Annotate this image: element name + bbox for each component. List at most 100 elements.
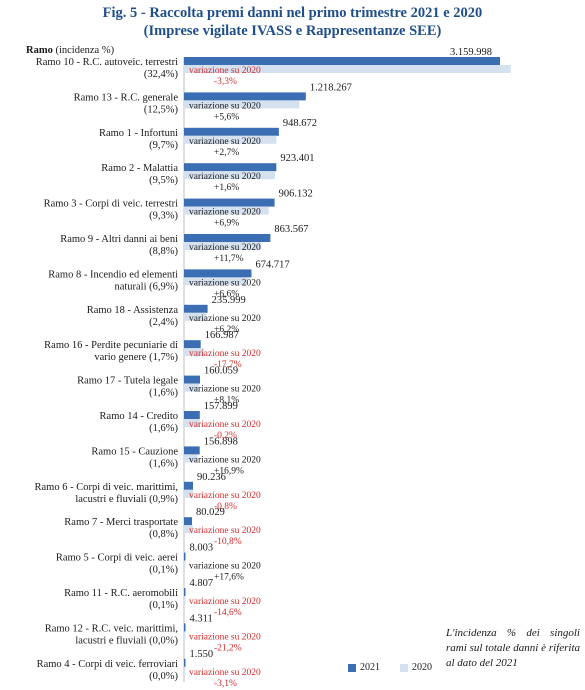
bar-2020 <box>184 666 186 675</box>
variation-label: variazione su 2020 <box>189 526 261 536</box>
bar-2021 <box>184 304 208 313</box>
category-label-line2: (32,4%) <box>144 69 179 80</box>
value-label: 1.550 <box>190 649 214 660</box>
bar-2021 <box>184 411 200 419</box>
category-label-line1: Ramo 12 - R.C. veic. marittimi, <box>45 623 178 634</box>
category-label-line1: Ramo 5 - Corpi di veic. aerei <box>56 553 178 564</box>
category-label-line2: (1,6%) <box>149 458 178 469</box>
category-label-line2: vario genere (1,7%) <box>94 352 178 363</box>
variation-value: +1,6% <box>214 183 239 193</box>
bar-2020 <box>184 100 300 109</box>
value-label: 235.999 <box>212 295 246 306</box>
value-label: 157.899 <box>204 401 238 412</box>
value-label: 863.567 <box>274 224 308 235</box>
variation-label: variazione su 2020 <box>189 562 261 572</box>
category-label-line1: Ramo 8 - Incendio ed elementi <box>48 269 178 280</box>
bar-2020 <box>184 383 199 392</box>
bar-2020 <box>184 454 198 463</box>
bar-2020 <box>184 242 262 250</box>
category-label-line2: (9,7%) <box>149 140 178 151</box>
bar-2021 <box>184 481 194 490</box>
bar-2021 <box>184 198 275 207</box>
variation-value: +6,2% <box>214 325 239 335</box>
bar-2021 <box>184 57 500 65</box>
category-label-line2: naturali (6,9%) <box>114 281 178 292</box>
category-label-line1: Ramo 6 - Corpi di veic. marittimi, <box>35 482 178 493</box>
value-label: 4.311 <box>190 613 213 624</box>
variation-label: variazione su 2020 <box>189 243 261 253</box>
variation-label: variazione su 2020 <box>189 137 261 147</box>
legend-item-2021: 2021 <box>348 662 380 673</box>
variation-label: variazione su 2020 <box>189 66 261 76</box>
variation-label: variazione su 2020 <box>189 278 261 288</box>
bar-2021 <box>184 163 277 172</box>
variation-value: -10,8% <box>214 537 242 547</box>
variation-value: +16,9% <box>214 466 244 476</box>
bar-2020 <box>184 560 186 569</box>
legend-swatch-2020 <box>400 663 408 672</box>
value-label: 923.401 <box>280 153 314 164</box>
chart-title: Fig. 5 - Raccolta premi danni nel primo … <box>102 5 483 21</box>
variation-value: -17,7% <box>214 360 242 370</box>
bar-2020 <box>184 348 205 357</box>
legend-item-2020: 2020 <box>400 662 432 673</box>
variation-value: +17,6% <box>214 573 244 583</box>
category-label-line1: Ramo 7 - Merci trasportate <box>64 517 178 528</box>
variation-value: -21,2% <box>214 643 242 653</box>
bar-2020 <box>184 489 194 498</box>
variation-value: -3,3% <box>214 77 237 87</box>
variation-value: -3,1% <box>214 679 237 689</box>
category-label-line2: (0,1%) <box>149 565 178 576</box>
bar-2021 <box>184 517 193 526</box>
value-label: 90.236 <box>197 472 226 483</box>
variation-value: +8,1% <box>214 396 239 406</box>
variation-label: variazione su 2020 <box>189 172 261 182</box>
variation-label: variazione su 2020 <box>189 597 261 607</box>
legend-label-2020: 2020 <box>412 662 432 673</box>
category-label-line1: Ramo 10 - R.C. autoveic. terrestri <box>36 57 178 68</box>
variation-value: +6,6% <box>214 289 239 299</box>
value-label: 80.029 <box>196 507 225 518</box>
category-label-line1: Ramo 14 - Credito <box>100 411 178 422</box>
category-label-line2: lacustri e fluviali (0,9%) <box>75 494 178 505</box>
legend-swatch-2021 <box>348 663 356 672</box>
bar-2021 <box>184 127 279 136</box>
variation-value: -0,8% <box>214 502 237 512</box>
variation-label: variazione su 2020 <box>189 668 261 678</box>
category-label-line1: Ramo 4 - Corpi di veic. ferroviari <box>37 659 178 670</box>
bar-2021 <box>184 234 271 242</box>
category-label-line1: Ramo 3 - Corpi di veic. terrestri <box>44 199 179 210</box>
variation-label: variazione su 2020 <box>189 455 261 465</box>
category-label-line2: (1,6%) <box>149 388 178 399</box>
bar-2020 <box>184 596 186 604</box>
variation-label: variazione su 2020 <box>189 385 261 395</box>
value-label: 674.717 <box>255 259 289 270</box>
category-label-line2: (2,4%) <box>149 317 178 328</box>
category-label-line2: (8,8%) <box>149 246 178 257</box>
variation-label: variazione su 2020 <box>189 101 261 111</box>
bar-2021 <box>184 446 200 455</box>
bar-2020 <box>184 171 275 180</box>
category-label-line2: (9,5%) <box>149 175 178 186</box>
category-label-line1: Ramo 2 - Malattia <box>101 163 178 174</box>
category-label-line1: Ramo 16 - Perdite pecuniarie di <box>44 340 178 351</box>
category-label-line2: (0,8%) <box>149 529 178 540</box>
axis-header-rest: (incidenza %) <box>52 45 115 56</box>
variation-value: +6,9% <box>214 219 239 229</box>
category-label-line1: Ramo 17 - Tutela legale <box>77 376 178 387</box>
bar-2021 <box>184 340 201 349</box>
category-label-line1: Ramo 1 - Infortuni <box>99 128 178 139</box>
bar-2020 <box>184 419 200 427</box>
variation-label: variazione su 2020 <box>189 420 261 430</box>
value-label: 1.218.267 <box>310 82 352 93</box>
variation-value: +11,7% <box>214 254 244 264</box>
category-label-line2: lacustri e fluviali (0,0%) <box>75 635 178 646</box>
variation-label: variazione su 2020 <box>189 349 261 359</box>
value-label: 156.898 <box>204 436 238 447</box>
axis-header-bold: Ramo <box>26 45 53 56</box>
chart-subtitle: (Imprese vigilate IVASS e Rappresentanze… <box>143 23 442 39</box>
bar-2021 <box>184 658 186 667</box>
category-label-line2: (12,5%) <box>144 104 179 115</box>
value-label: 160.059 <box>204 366 238 377</box>
